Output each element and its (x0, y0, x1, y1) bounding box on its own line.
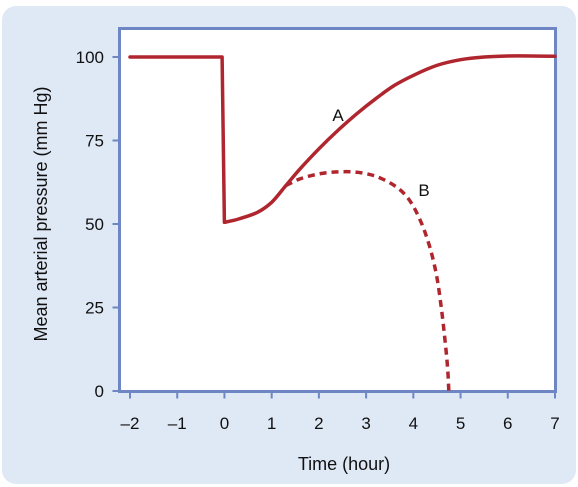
axis-ticks (112, 56, 556, 399)
x-tick-label: 7 (550, 414, 559, 433)
x-tick-label: 5 (456, 414, 465, 433)
x-tick-label: 2 (314, 414, 323, 433)
x-tick-label: 0 (220, 414, 229, 433)
x-tick-label: –2 (121, 414, 140, 433)
y-axis-title: Mean arterial pressure (mm Hg) (31, 86, 51, 341)
x-tick-label: 6 (503, 414, 512, 433)
series-line-a (128, 54, 557, 225)
y-tick-label: 50 (85, 215, 104, 234)
x-tick-label: 4 (409, 414, 418, 433)
x-tick-label: –1 (168, 414, 187, 433)
x-axis-title: Time (hour) (298, 454, 390, 474)
x-tick-label: 1 (267, 414, 276, 433)
plot-area-frame (118, 27, 557, 393)
series-line-b (285, 169, 451, 392)
y-tick-label: 100 (76, 48, 104, 67)
x-tick-label: 3 (361, 414, 370, 433)
y-tick-labels: 0 25 50 75 100 (76, 48, 104, 401)
series-lines (128, 54, 557, 392)
y-tick-label: 0 (95, 382, 104, 401)
y-tick-label: 75 (85, 132, 104, 151)
y-tick-label: 25 (85, 299, 104, 318)
series-label-a: A (332, 106, 344, 125)
series-label-b: B (418, 181, 429, 200)
x-tick-labels: –2 –1 0 1 2 3 4 5 6 7 (121, 414, 560, 433)
